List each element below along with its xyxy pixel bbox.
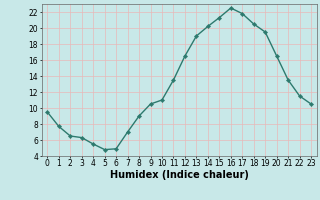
X-axis label: Humidex (Indice chaleur): Humidex (Indice chaleur) — [110, 170, 249, 180]
